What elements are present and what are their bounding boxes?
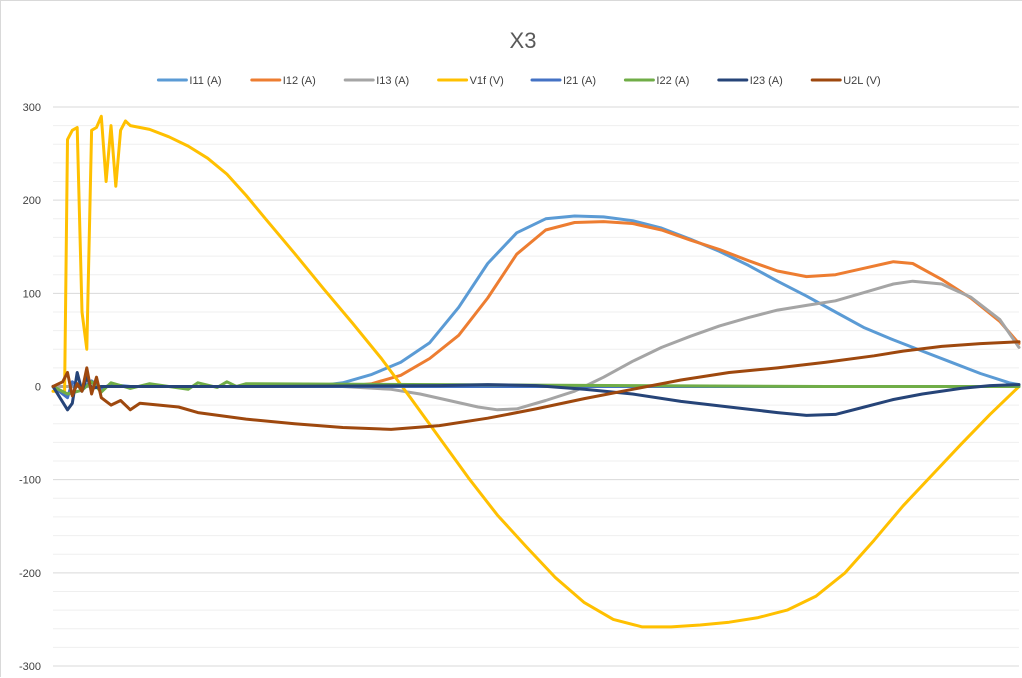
series-lines [51, 114, 1021, 629]
series-line-1 [51, 220, 1021, 388]
chart-title: X3 [510, 28, 537, 53]
y-tick-label: 300 [23, 102, 41, 114]
y-tick-label: 200 [23, 195, 41, 207]
legend-label: I12 (A) [283, 75, 316, 87]
legend-label: I13 (A) [376, 75, 409, 87]
series-line-7 [51, 340, 1021, 431]
legend-label: I22 (A) [656, 75, 689, 87]
legend-label: I23 (A) [750, 75, 783, 87]
y-tick-label: -200 [19, 568, 41, 580]
legend-label: U2L (V) [843, 75, 881, 87]
legend-label: V1f (V) [470, 75, 504, 87]
series-line-0 [51, 214, 1021, 388]
y-tick-label: 100 [23, 288, 41, 300]
legend-label: I21 (A) [563, 75, 596, 87]
y-tick-label: -100 [19, 475, 41, 487]
legend-label: I11 (A) [189, 75, 221, 87]
y-tick-label: 0 [35, 382, 41, 394]
y-axis-tick-labels: 300 200 100 0 -100 -200 -300 [19, 102, 41, 673]
legend: I11 (A) I12 (A) I13 (A) V1f (V) I21 (A) I22 (… [156, 75, 881, 87]
gridlines [53, 106, 1019, 667]
y-tick-label: -300 [19, 661, 41, 673]
series-line-3 [51, 114, 1021, 629]
